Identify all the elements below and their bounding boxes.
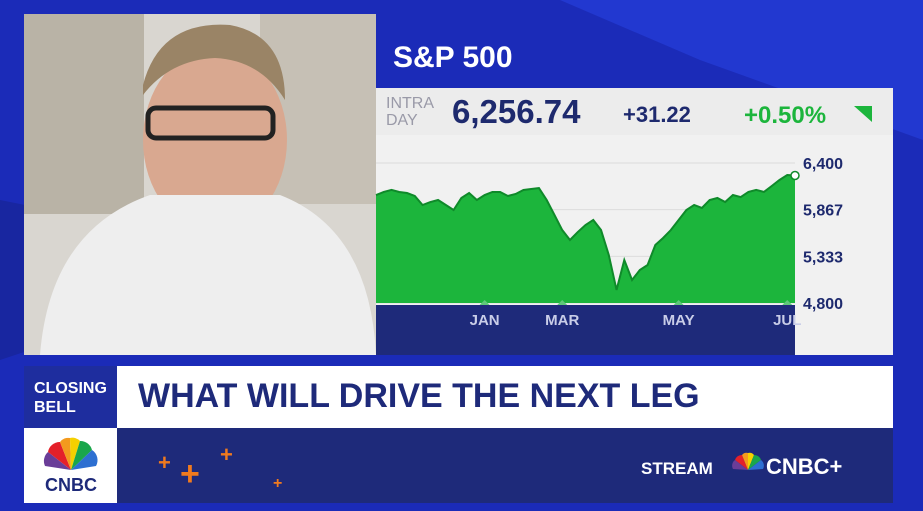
show-box bbox=[24, 366, 117, 428]
service-label: CNBC+ bbox=[766, 454, 842, 479]
person-hair bbox=[143, 24, 285, 100]
x-tick bbox=[557, 300, 568, 305]
y-tick-label: 4,800 bbox=[803, 296, 843, 313]
x-tick-label: JAN bbox=[470, 312, 500, 329]
y-tick-label: 5,333 bbox=[803, 249, 843, 266]
price: 6,256.74 bbox=[452, 93, 581, 130]
decor-plus: + bbox=[158, 450, 171, 475]
last-point bbox=[790, 170, 800, 181]
x-tick-label: MAY bbox=[663, 312, 695, 329]
y-axis-panel bbox=[795, 135, 893, 355]
change: +31.22 bbox=[623, 102, 691, 127]
x-tick-label: JUL bbox=[773, 312, 801, 329]
person-shirt bbox=[40, 195, 376, 355]
line bbox=[375, 173, 796, 291]
stream-label: STREAM bbox=[641, 459, 713, 478]
x-tick bbox=[673, 300, 684, 305]
plot: 4,800 5,333 5,867 6,400 JAN MAR MAY JUL bbox=[375, 156, 843, 329]
person-glasses bbox=[145, 105, 276, 141]
chart-title: S&P 500 bbox=[393, 41, 513, 74]
up-arrow bbox=[854, 106, 872, 122]
x-tick-label: MAR bbox=[545, 312, 579, 329]
peacock-logo bbox=[43, 437, 98, 470]
quote-header bbox=[376, 88, 893, 135]
headline: WHAT WILL DRIVE THE NEXT LEG bbox=[138, 377, 700, 415]
y-tick-label: 6,400 bbox=[803, 156, 843, 173]
logo-text: CNBC bbox=[45, 475, 97, 495]
decor-plus: + bbox=[180, 455, 200, 493]
x-tick bbox=[479, 300, 490, 305]
show-name: CLOSING bbox=[34, 380, 107, 397]
change-pct: +0.50% bbox=[744, 102, 826, 129]
peacock-small bbox=[732, 452, 764, 470]
session-label: INTRA bbox=[386, 95, 434, 112]
y-tick-label: 5,867 bbox=[803, 203, 843, 220]
decor-plus: + bbox=[220, 442, 233, 467]
video-room bbox=[24, 14, 144, 214]
decor-plus: + bbox=[273, 475, 282, 492]
session-label: DAY bbox=[386, 112, 418, 129]
show-name: BELL bbox=[34, 399, 76, 416]
x-axis-panel bbox=[376, 305, 795, 355]
x-tick bbox=[782, 300, 793, 305]
area bbox=[376, 174, 795, 303]
headline-box bbox=[117, 366, 893, 428]
